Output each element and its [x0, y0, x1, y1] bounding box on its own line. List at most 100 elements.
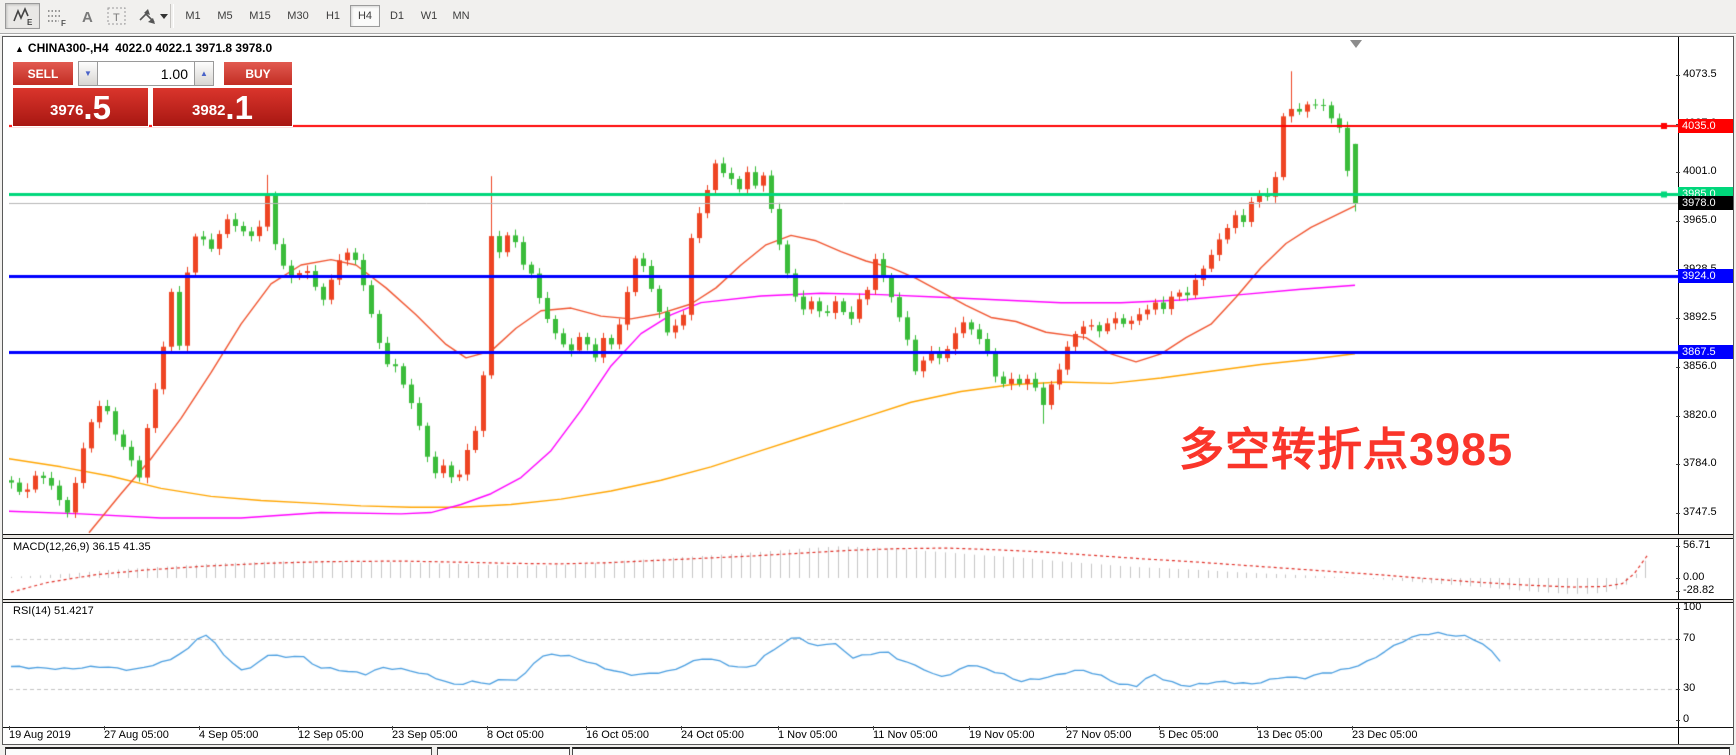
rsi-tick-label: 100 — [1683, 601, 1702, 613]
date-tick — [873, 726, 874, 730]
date-tick — [392, 726, 393, 730]
macd-tick-label: -28.82 — [1683, 584, 1715, 596]
rsi-canvas[interactable] — [9, 603, 1678, 727]
price-badge: 3978.0 — [1678, 196, 1733, 211]
y-axis-tick — [1676, 74, 1680, 76]
date-tick-label: 13 Dec 05:00 — [1257, 729, 1323, 741]
label-tool-button[interactable]: A — [74, 3, 100, 29]
fibonacci-icon: F — [48, 10, 66, 27]
text-tool-button[interactable]: T — [104, 3, 130, 29]
text-icon: T — [107, 7, 126, 25]
indicators-tool-button[interactable]: E — [5, 3, 40, 29]
indicators-icon: E — [12, 7, 33, 27]
date-tick — [1066, 726, 1067, 730]
timeframe-button-m1[interactable]: M1 — [185, 10, 201, 22]
chart-shift-marker-icon[interactable] — [1350, 40, 1362, 48]
y-axis-tick — [1676, 464, 1680, 466]
timeframe-button-h4[interactable]: H4 — [350, 5, 380, 27]
panel-separator[interactable] — [3, 599, 1733, 600]
panel-separator-groove[interactable] — [3, 535, 1733, 538]
sell-price: 3976 — [50, 102, 84, 119]
chevron-up-icon: ▲ — [200, 69, 208, 78]
timeframe-button-d1[interactable]: D1 — [389, 10, 405, 22]
date-tick — [778, 726, 779, 730]
y-axis-tick-label: 3892.5 — [1683, 311, 1717, 324]
rsi-tick-label: 0 — [1683, 713, 1690, 725]
buy-price-fraction: .1 — [225, 89, 253, 126]
macd-canvas[interactable] — [9, 539, 1678, 599]
chart-text-annotation[interactable]: 多空转折点3985 — [1179, 424, 1514, 475]
y-axis-tick-label: 3820.0 — [1683, 408, 1717, 421]
volume-decrease-button[interactable]: ▼ — [78, 61, 98, 86]
macd-tick-label: 0.00 — [1683, 571, 1705, 583]
y-axis-tick — [1676, 513, 1680, 515]
volume-increase-button[interactable]: ▲ — [194, 61, 214, 86]
date-tick-label: 27 Aug 05:00 — [104, 729, 169, 741]
macd-tick-label: 56.71 — [1683, 538, 1711, 551]
macd-indicator-label: MACD(12,26,9) 36.15 41.35 — [13, 541, 151, 553]
docked-window-top — [5, 747, 432, 755]
price-chart-canvas[interactable] — [9, 56, 1678, 534]
rsi-tick — [1676, 720, 1680, 721]
date-tick-label: 1 Nov 05:00 — [778, 729, 838, 741]
volume-input[interactable] — [98, 61, 194, 86]
macd-tick — [1676, 591, 1680, 592]
label-icon: A — [82, 9, 93, 26]
rsi-indicator-label: RSI(14) 51.4217 — [13, 605, 94, 617]
date-tick — [199, 726, 200, 730]
date-tick — [1352, 726, 1353, 730]
date-tick-label: 24 Oct 05:00 — [681, 729, 744, 741]
y-axis-tick-label: 3965.0 — [1683, 213, 1717, 226]
timeframe-button-m5[interactable]: M5 — [217, 10, 233, 22]
sell-price-panel[interactable]: 3976.5 — [12, 87, 149, 127]
chevron-down-icon: ▼ — [84, 69, 92, 78]
y-axis-tick — [1676, 220, 1680, 222]
y-axis-tick-label: 4001.0 — [1683, 165, 1717, 178]
y-axis-tick — [1676, 367, 1680, 369]
chart-title: ▲ CHINA300-,H4 4022.0 4022.1 3971.8 3978.… — [15, 41, 272, 55]
timeframe-button-h1[interactable]: H1 — [325, 10, 341, 22]
date-tick-label: 27 Nov 05:00 — [1066, 729, 1132, 741]
timeframe-button-m30[interactable]: M30 — [287, 10, 309, 22]
buy-button[interactable]: BUY — [223, 61, 293, 86]
y-axis-tick — [1676, 172, 1680, 174]
fibonacci-tool-button[interactable]: F — [44, 3, 70, 29]
date-tick-label: 19 Aug 2019 — [9, 729, 71, 741]
macd-tick — [1676, 578, 1680, 579]
panel-separator[interactable] — [3, 534, 1733, 535]
one-click-trade-panel: SELL ▼ ▲ BUY 3976.5 3982.1 — [12, 61, 293, 127]
date-tick-label: 4 Sep 05:00 — [199, 729, 259, 741]
panel-separator-groove[interactable] — [3, 600, 1733, 602]
date-axis-border — [3, 727, 1733, 728]
chart-title-text: CHINA300-,H4 4022.0 4022.1 3971.8 3978.0 — [27, 41, 273, 55]
macd-tick — [1676, 545, 1680, 547]
date-tick-label: 23 Sep 05:00 — [392, 729, 458, 741]
price-badge: 3867.5 — [1678, 344, 1733, 359]
y-axis-tick — [1676, 318, 1680, 320]
timeframe-button-mn[interactable]: MN — [452, 10, 470, 22]
date-tick-label: 12 Sep 05:00 — [298, 729, 364, 741]
date-tick — [586, 726, 587, 730]
date-tick-label: 19 Nov 05:00 — [969, 729, 1035, 741]
y-axis-tick — [1676, 415, 1680, 417]
date-tick — [681, 726, 682, 730]
buy-price-panel[interactable]: 3982.1 — [152, 87, 293, 127]
date-tick-label: 23 Dec 05:00 — [1352, 729, 1418, 741]
docked-window-top — [572, 747, 1730, 755]
date-tick — [1159, 726, 1160, 730]
date-tick — [9, 726, 10, 730]
collapse-triangle-icon[interactable]: ▲ — [15, 44, 24, 54]
y-axis-tick-label: 3747.5 — [1683, 506, 1717, 519]
rsi-tick — [1676, 639, 1680, 640]
timeframe-button-m15[interactable]: M15 — [249, 10, 271, 22]
trade-panel-row: SELL ▼ ▲ BUY — [12, 61, 293, 86]
buy-price: 3982 — [192, 102, 226, 119]
svg-text:E: E — [27, 18, 33, 27]
sell-button[interactable]: SELL — [12, 61, 74, 86]
docked-window-top — [437, 747, 570, 755]
timeframe-button-w1[interactable]: W1 — [420, 10, 438, 22]
date-tick — [104, 726, 105, 730]
arrows-tool-button[interactable] — [134, 3, 170, 29]
date-tick — [969, 726, 970, 730]
y-axis-tick-label: 4073.5 — [1683, 67, 1717, 80]
